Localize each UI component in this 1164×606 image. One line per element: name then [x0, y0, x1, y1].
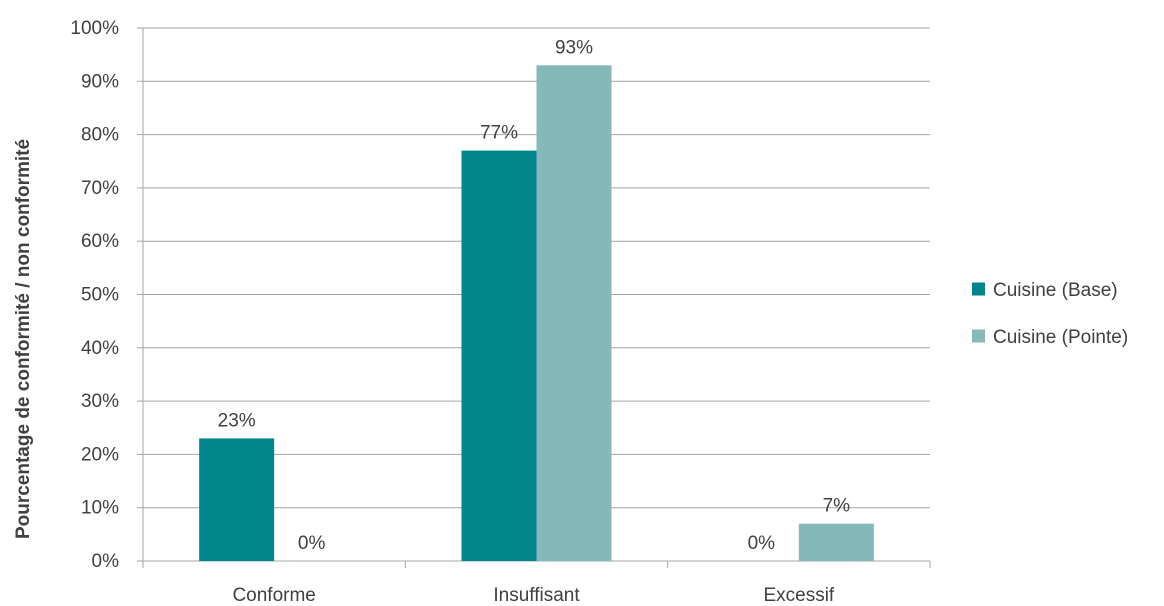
legend-swatch	[972, 329, 985, 343]
bar-pointe-insuffisant	[536, 65, 612, 561]
bar-pointe-excessif	[798, 523, 874, 561]
legend-label: Cuisine (Pointe)	[993, 327, 1128, 348]
y-tick-label: 10%	[81, 498, 119, 519]
y-tick-label: 40%	[81, 338, 119, 359]
data-labels: 23% 0% 77% 93% 0% 7%	[218, 37, 851, 554]
y-tick-label: 0%	[92, 551, 120, 572]
y-tick-label: 20%	[81, 444, 119, 465]
y-tick-label: 30%	[81, 391, 119, 412]
bars	[199, 65, 874, 561]
y-tick-label: 50%	[81, 285, 119, 306]
data-label: 23%	[218, 410, 256, 431]
data-label: 77%	[480, 123, 518, 144]
y-tick-label: 80%	[81, 125, 119, 146]
bar-base-conforme	[199, 438, 275, 561]
bar-base-insuffisant	[461, 150, 537, 561]
data-label: 0%	[748, 533, 776, 554]
x-tick-label: Conforme	[232, 585, 315, 606]
legend-swatch	[972, 282, 985, 296]
x-tick-label: Insuffisant	[493, 585, 580, 606]
y-axis-title: Pourcentage de conformité / non conformi…	[13, 139, 34, 539]
data-label: 7%	[823, 496, 851, 517]
y-tick-label: 60%	[81, 231, 119, 252]
data-label: 0%	[298, 533, 326, 554]
legend-label: Cuisine (Base)	[993, 280, 1118, 301]
legend: Cuisine (Base) Cuisine (Pointe)	[972, 280, 1128, 348]
y-tick-label: 70%	[81, 178, 119, 199]
data-label: 93%	[555, 37, 593, 58]
y-tick-label: 90%	[81, 71, 119, 92]
x-tick-label: Excessif	[763, 585, 834, 606]
y-tick-label: 100%	[70, 18, 119, 39]
